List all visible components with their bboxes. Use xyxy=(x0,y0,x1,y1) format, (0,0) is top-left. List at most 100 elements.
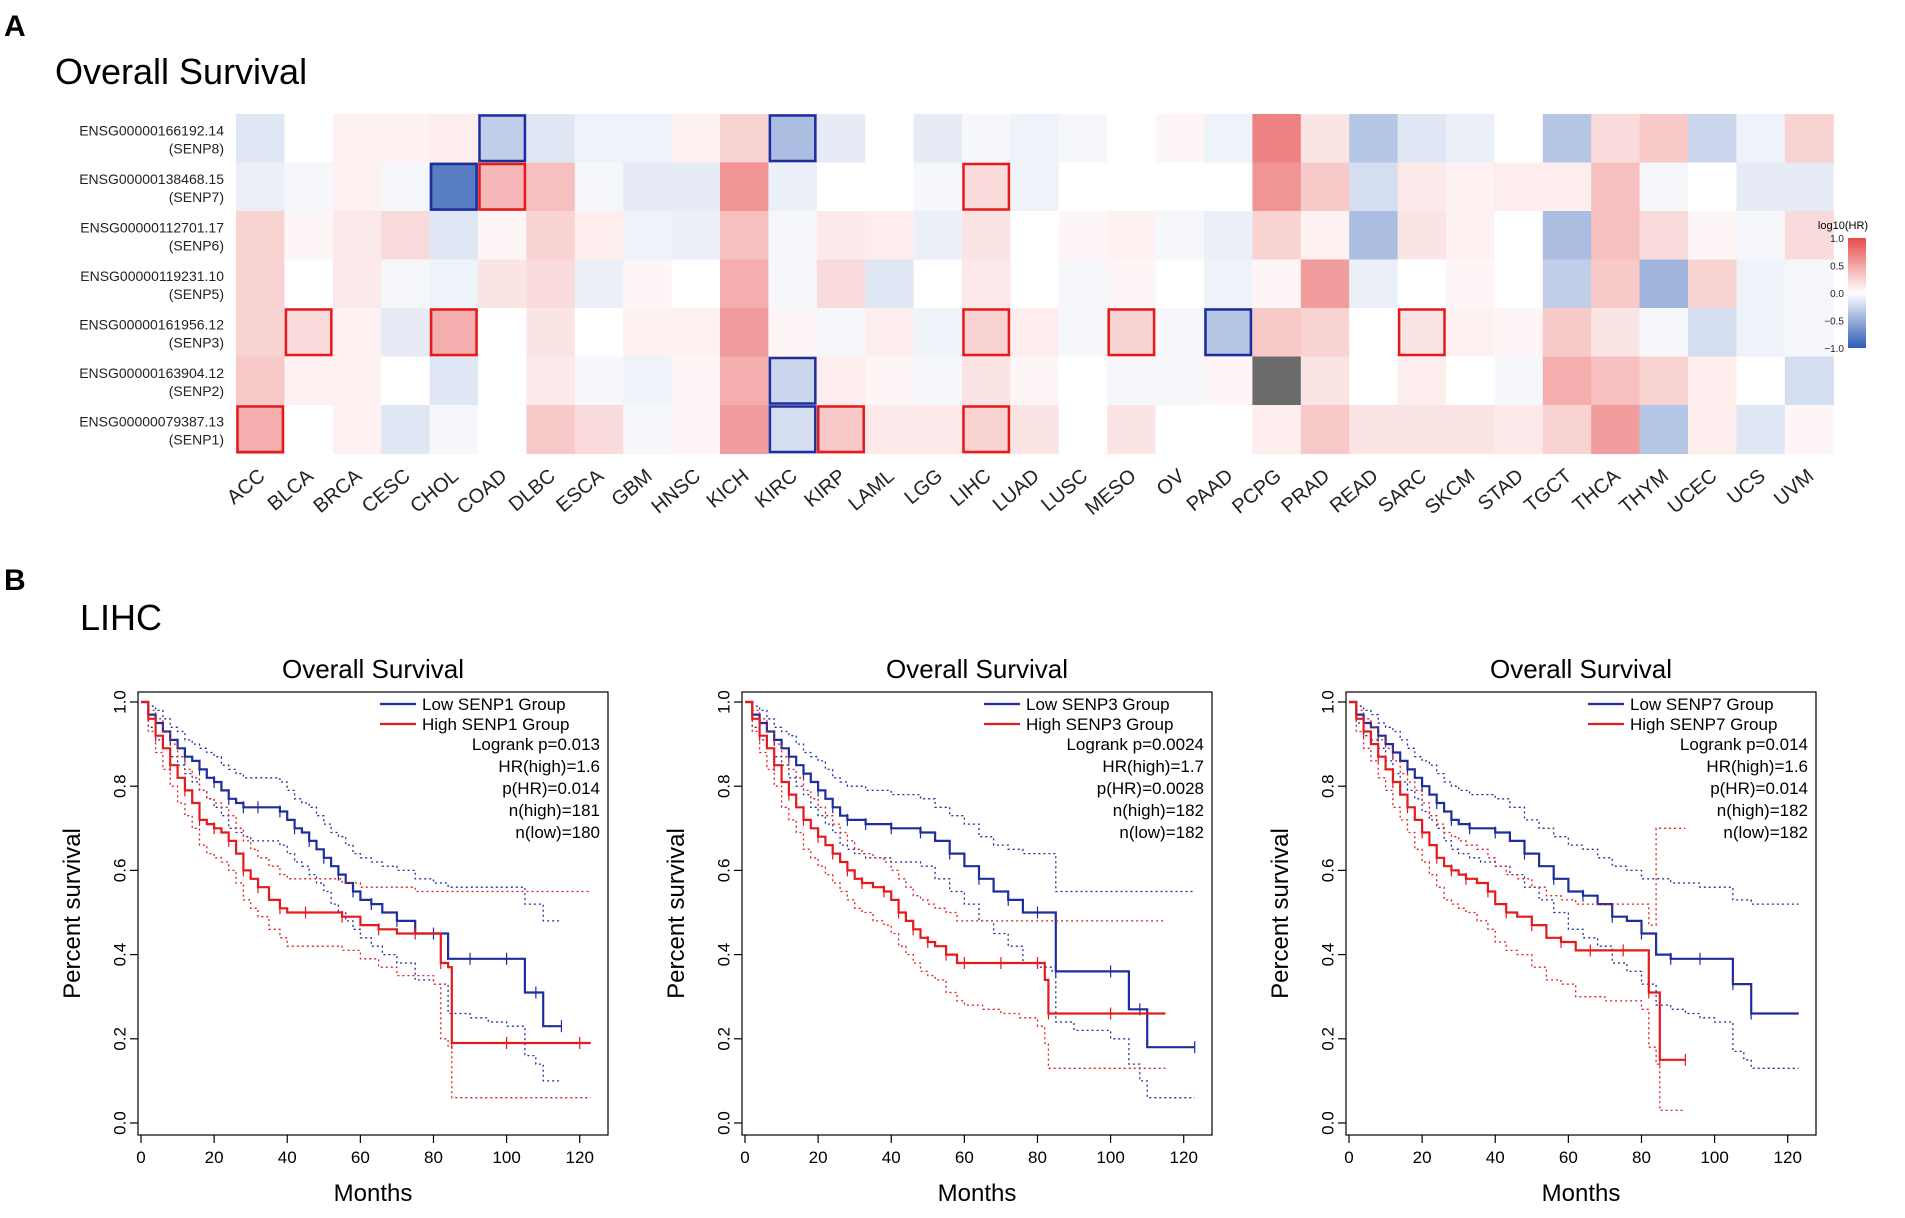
heatmap-cell-senp1-acc xyxy=(236,405,285,455)
legend-low-label: Low SENP7 Group xyxy=(1630,695,1774,714)
heatmap-cell-senp1-dlbc xyxy=(526,405,576,455)
heatmap-cell-senp7-kirc xyxy=(768,162,818,212)
heatmap-cell-senp5-kich xyxy=(720,259,769,309)
heatmap-col-label-paad: PAAD xyxy=(1183,465,1238,516)
heatmap-cell-senp7-chol xyxy=(429,162,479,212)
heatmap-col-label-cesc: CESC xyxy=(358,465,415,518)
heatmap-cell-senp8-lusc xyxy=(1058,114,1108,164)
heatmap-cell-senp7-lgg xyxy=(913,162,963,212)
heatmap-row-id: ENSG00000119231.10 xyxy=(80,268,224,284)
heatmap-cell-senp7-coad xyxy=(478,162,527,212)
y-tick-label: 0.8 xyxy=(111,774,130,798)
low-group-ci-lower xyxy=(1349,701,1799,1069)
heatmap-cell-senp2-coad xyxy=(478,356,527,406)
legend-low-label: Low SENP1 Group xyxy=(422,695,566,714)
heatmap-cell-senp6-acc xyxy=(236,211,285,261)
heatmap-cell-senp3-thca xyxy=(1591,308,1641,358)
low-group-survival-curve xyxy=(141,700,562,1028)
heatmap-row-gene: (SENP1) xyxy=(169,431,224,447)
heatmap-cell-senp8-gbm xyxy=(623,114,673,164)
heatmap-col-label-luad: LUAD xyxy=(989,465,1044,516)
x-tick-label: 0 xyxy=(136,1148,145,1167)
heatmap-cell-senp3-lusc xyxy=(1058,308,1108,358)
legend-tick-label: −1.0 xyxy=(1824,344,1844,355)
heatmap-col-label-lgg: LGG xyxy=(901,465,948,509)
heatmap-cell-senp1-lgg xyxy=(913,405,963,455)
panel-b-title: LIHC xyxy=(80,597,162,638)
heatmap-cell-senp1-lusc xyxy=(1058,405,1108,455)
heatmap-cell-senp2-kich xyxy=(720,356,769,406)
heatmap-cell-senp3-meso xyxy=(1107,308,1157,358)
heatmap-cell-senp7-cesc xyxy=(381,162,431,212)
heatmap-cell-senp7-stad xyxy=(1494,162,1544,212)
heatmap-cell-senp6-ucs xyxy=(1736,211,1786,261)
panel-a-letter: A xyxy=(4,10,26,43)
heatmap-cell-senp2-lgg xyxy=(913,356,963,406)
x-tick-label: 60 xyxy=(955,1148,974,1167)
heatmap-cell-senp3-dlbc xyxy=(526,308,576,358)
heatmap-row-id: ENSG00000138468.15 xyxy=(79,171,224,187)
heatmap-cell-senp2-uvm xyxy=(1784,356,1834,406)
x-tick-label: 120 xyxy=(566,1148,594,1167)
heatmap-cell-senp6-kirc xyxy=(768,211,818,261)
heatmap-cell-senp1-chol xyxy=(429,405,479,455)
heatmap-cell-senp6-cesc xyxy=(381,211,431,261)
stats-text: HR(high)=1.6 xyxy=(1706,757,1808,776)
heatmap-cell-senp7-brca xyxy=(332,162,382,212)
y-tick-label: 0.0 xyxy=(715,1111,734,1135)
heatmap-cell-senp6-gbm xyxy=(623,211,673,261)
legend-color-bar xyxy=(1848,238,1866,348)
heatmap-cell-senp8-paad xyxy=(1204,114,1253,164)
heatmap-cell-senp7-lihc xyxy=(962,162,1011,212)
y-axis-label: Percent survival xyxy=(663,828,690,999)
heatmap-cell-senp5-sarc xyxy=(1397,259,1447,309)
heatmap-cell-senp5-ov xyxy=(1155,259,1205,309)
heatmap-col-label-ucs: UCS xyxy=(1723,465,1769,509)
y-tick-label: 0.4 xyxy=(1319,943,1338,967)
x-tick-label: 100 xyxy=(1700,1148,1728,1167)
heatmap-row-labels: ENSG00000166192.14 (SENP8) ENSG00000138468… xyxy=(79,122,224,447)
heatmap-cell-senp2-ucs xyxy=(1736,356,1786,406)
heatmap-cell-senp3-prad xyxy=(1300,308,1350,358)
plot-frame xyxy=(1345,691,1817,1136)
heatmap-cell-senp5-read xyxy=(1349,259,1399,309)
heatmap-cell-senp6-lgg xyxy=(913,211,963,261)
heatmap-cell-senp3-ov xyxy=(1155,308,1205,358)
significant-low-box xyxy=(768,405,817,454)
heatmap-cell-senp1-brca xyxy=(332,405,382,455)
heatmap-row-gene: (SENP6) xyxy=(169,237,224,253)
heatmap-cell-senp5-hnsc xyxy=(671,259,721,309)
heatmap-cells xyxy=(236,114,1834,455)
significant-low-box xyxy=(768,114,817,163)
plot-frame xyxy=(137,691,609,1136)
heatmap-col-label-coad: COAD xyxy=(453,465,511,519)
significant-high-box xyxy=(1397,308,1446,357)
heatmap-cell-senp5-brca xyxy=(332,259,382,309)
y-axis-label: Percent survival xyxy=(1267,828,1294,999)
heatmap-col-label-brca: BRCA xyxy=(309,465,366,518)
heatmap-cell-senp3-lihc xyxy=(962,308,1011,358)
heatmap-cell-senp3-kirp xyxy=(816,308,866,358)
heatmap-col-label-dlbc: DLBC xyxy=(505,465,560,516)
x-tick-label: 80 xyxy=(424,1148,443,1167)
heatmap-cell-senp6-dlbc xyxy=(526,211,576,261)
heatmap-cell-senp3-chol xyxy=(429,308,479,358)
heatmap-cell-senp5-luad xyxy=(1010,259,1060,309)
heatmap-cell-senp8-tgct xyxy=(1542,114,1592,164)
stats-text: p(HR)=0.0028 xyxy=(1097,779,1204,798)
y-tick-label: 0.0 xyxy=(111,1111,130,1135)
y-tick-label: 0.4 xyxy=(111,943,130,967)
x-tick-label: 20 xyxy=(809,1148,828,1167)
heatmap-cell-senp8-ov xyxy=(1155,114,1205,164)
heatmap-cell-senp7-laml xyxy=(865,162,915,212)
x-tick-label: 100 xyxy=(1096,1148,1124,1167)
significant-high-box xyxy=(284,308,333,357)
heatmap-cell-senp1-prad xyxy=(1300,405,1350,455)
legend-tick-label: 1.0 xyxy=(1830,234,1844,245)
heatmap-cell-senp5-thca xyxy=(1591,259,1641,309)
heatmap-cell-senp6-tgct xyxy=(1542,211,1592,261)
legend-tick-label: 0.0 xyxy=(1830,289,1844,300)
heatmap-cell-senp7-dlbc xyxy=(526,162,576,212)
heatmap-cell-senp3-brca xyxy=(332,308,382,358)
